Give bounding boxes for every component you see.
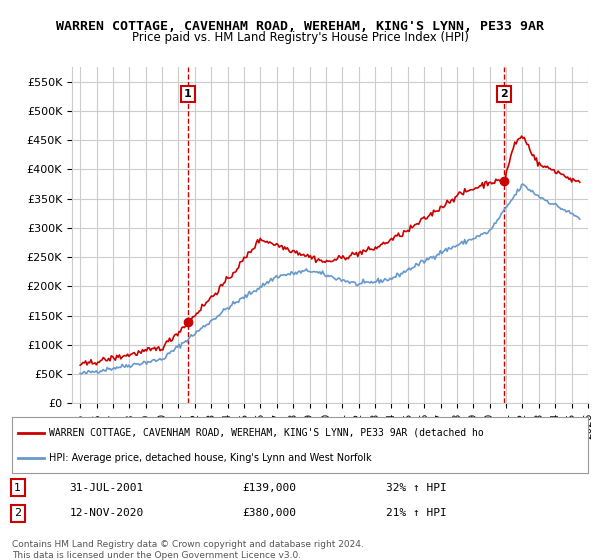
Text: Price paid vs. HM Land Registry's House Price Index (HPI): Price paid vs. HM Land Registry's House … — [131, 31, 469, 44]
Text: £380,000: £380,000 — [242, 508, 296, 518]
Text: 31-JUL-2001: 31-JUL-2001 — [70, 483, 144, 493]
Text: 32% ↑ HPI: 32% ↑ HPI — [386, 483, 447, 493]
Text: 2: 2 — [500, 89, 508, 99]
Text: £139,000: £139,000 — [242, 483, 296, 493]
Text: 2: 2 — [14, 508, 22, 518]
Text: 1: 1 — [14, 483, 21, 493]
Text: WARREN COTTAGE, CAVENHAM ROAD, WEREHAM, KING'S LYNN, PE33 9AR: WARREN COTTAGE, CAVENHAM ROAD, WEREHAM, … — [56, 20, 544, 32]
Text: Contains HM Land Registry data © Crown copyright and database right 2024.
This d: Contains HM Land Registry data © Crown c… — [12, 540, 364, 560]
Text: HPI: Average price, detached house, King's Lynn and West Norfolk: HPI: Average price, detached house, King… — [49, 452, 372, 463]
Text: 21% ↑ HPI: 21% ↑ HPI — [386, 508, 447, 518]
Text: WARREN COTTAGE, CAVENHAM ROAD, WEREHAM, KING'S LYNN, PE33 9AR (detached ho: WARREN COTTAGE, CAVENHAM ROAD, WEREHAM, … — [49, 428, 484, 438]
Text: 12-NOV-2020: 12-NOV-2020 — [70, 508, 144, 518]
Text: 1: 1 — [184, 89, 192, 99]
